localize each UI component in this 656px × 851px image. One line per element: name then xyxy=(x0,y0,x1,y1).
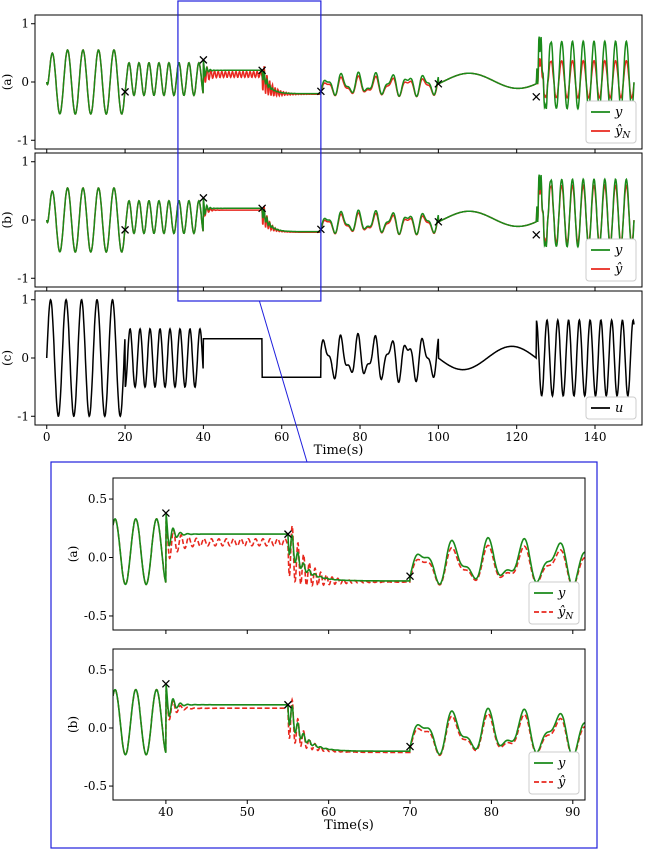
y-tick-label: -0.5 xyxy=(84,779,107,793)
y-tick-label: 0.0 xyxy=(88,721,107,735)
x-tick-label: 80 xyxy=(484,805,499,819)
legend-label: ŷ xyxy=(614,262,623,277)
panel-label: (a) xyxy=(0,74,14,91)
sample-marker xyxy=(284,530,292,539)
legend: yŷN xyxy=(585,100,637,144)
series-line-y-hat xyxy=(113,688,585,758)
x-tick-label: 120 xyxy=(505,430,528,444)
y-tick-label: -0.5 xyxy=(84,609,107,623)
x-tick-label: 0 xyxy=(43,430,51,444)
zoom-connector-line xyxy=(258,300,308,463)
panel-label: (b) xyxy=(0,211,14,228)
series-line-y xyxy=(113,684,585,758)
series-line-y xyxy=(113,514,585,587)
legend-box xyxy=(528,751,580,795)
legend-label: y xyxy=(614,243,623,258)
x-tick-label: 90 xyxy=(565,805,580,819)
legend-label: y xyxy=(557,756,566,771)
x-tick-label: 40 xyxy=(158,805,173,819)
zoom-inset-frame xyxy=(50,461,598,849)
sample-marker xyxy=(532,92,541,101)
y-tick-label: 1 xyxy=(21,17,29,31)
x-tick-label: 60 xyxy=(321,805,336,819)
series-line-y-hat-n xyxy=(113,517,585,588)
x-tick-label: 70 xyxy=(402,805,417,819)
zoom-region-box xyxy=(177,0,322,302)
axes-frame xyxy=(34,290,643,426)
sample-marker xyxy=(199,55,208,64)
y-tick-label: 1 xyxy=(21,293,29,307)
x-tick-label: 20 xyxy=(117,430,132,444)
legend-box xyxy=(585,396,637,420)
sample-marker xyxy=(161,679,170,688)
sample-marker xyxy=(284,700,292,709)
legend: u xyxy=(585,396,637,420)
y-tick-label: 0 xyxy=(21,75,29,89)
panel-label: (b) xyxy=(66,716,80,733)
y-tick-label: -1 xyxy=(17,409,29,423)
sample-marker xyxy=(532,230,541,239)
sample-marker xyxy=(434,217,443,226)
zoom-annotation-layer xyxy=(50,0,598,849)
sample-marker xyxy=(161,509,170,518)
y-tick-label: -1 xyxy=(17,271,29,285)
series-line-y xyxy=(45,174,635,254)
series-line-u xyxy=(45,298,635,418)
sample-marker xyxy=(258,66,267,75)
panel-label: (c) xyxy=(0,350,14,366)
sample-marker xyxy=(199,193,208,202)
series-line-y-hat xyxy=(45,181,635,254)
legend-label: u xyxy=(615,401,623,416)
sample-marker xyxy=(258,204,267,213)
x-tick-label: 100 xyxy=(427,430,450,444)
y-tick-label: 0 xyxy=(21,351,29,365)
sample-marker xyxy=(406,572,414,581)
legend-label: ŷ xyxy=(557,775,566,790)
x-tick-label: 140 xyxy=(584,430,607,444)
panel-3: -0.5 0.0 0.5 (a) yŷN xyxy=(66,477,586,634)
axes-frame xyxy=(112,648,586,801)
x-tick-label: 50 xyxy=(240,805,255,819)
y-tick-label: 0.5 xyxy=(88,663,107,677)
legend-label: y xyxy=(557,586,566,601)
legend-box xyxy=(585,238,637,282)
axes-frame xyxy=(112,477,586,631)
x-tick-label: 40 xyxy=(196,430,211,444)
panel-label: (a) xyxy=(66,546,80,563)
y-tick-label: 0.0 xyxy=(88,551,107,565)
legend: yŷ xyxy=(528,751,580,795)
x-tick-label: 80 xyxy=(352,430,367,444)
y-tick-label: 0.5 xyxy=(88,492,107,506)
panel-4: -0.5 0.0 0.5 40 50 60 70 80 90 Time(s) (b) yŷ xyxy=(66,648,586,833)
x-axis-label: Time(s) xyxy=(324,818,374,833)
series-line-y xyxy=(45,36,635,116)
sample-marker xyxy=(121,225,130,234)
sample-marker xyxy=(434,79,443,88)
y-tick-label: 1 xyxy=(21,155,29,169)
panel-1: -1 0 1 (b) yŷ xyxy=(0,152,643,291)
sample-marker xyxy=(121,87,130,96)
x-tick-label: 60 xyxy=(274,430,289,444)
panel-0: -1 0 1 (a) yŷN xyxy=(0,14,643,153)
legend: yŷN xyxy=(528,581,580,625)
x-axis-label: Time(s) xyxy=(314,443,364,458)
legend: yŷ xyxy=(585,238,637,282)
sample-marker xyxy=(406,742,414,751)
legend-label: y xyxy=(614,105,623,120)
y-tick-label: -1 xyxy=(17,133,29,147)
y-tick-label: 0 xyxy=(21,213,29,227)
